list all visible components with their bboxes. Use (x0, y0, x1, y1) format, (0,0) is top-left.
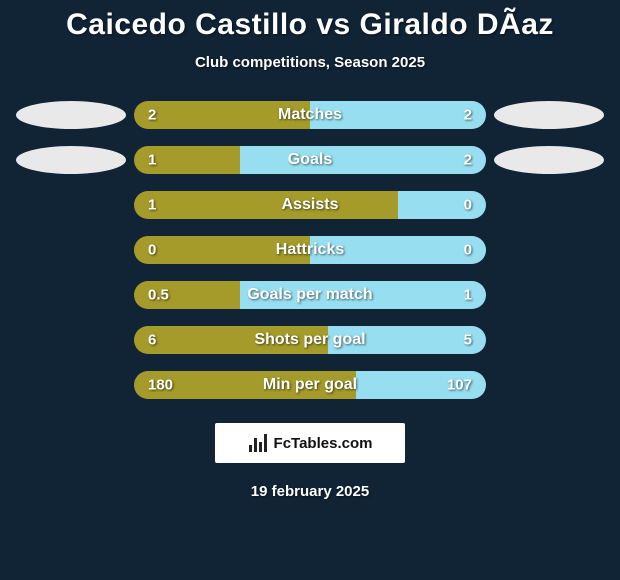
bar-segment-left (134, 191, 398, 219)
branding-badge: FcTables.com (215, 423, 405, 463)
player-right-ellipse (494, 101, 604, 129)
stat-value-left: 1 (148, 197, 156, 214)
page-title: Caicedo Castillo vs Giraldo DÃ­az (0, 8, 620, 42)
stat-value-right: 0 (464, 242, 472, 259)
subtitle: Club competitions, Season 2025 (0, 54, 620, 71)
stat-value-left: 0.5 (148, 287, 169, 304)
ellipse-spacer (16, 371, 126, 399)
ellipse-spacer (494, 281, 604, 309)
stat-bar: Min per goal 180 107 (134, 371, 486, 399)
stat-bar: Matches 2 2 (134, 101, 486, 129)
bar-segment-right (398, 191, 486, 219)
ellipse-spacer (494, 236, 604, 264)
stat-row: Hattricks 0 0 (0, 236, 620, 264)
ellipse-spacer (16, 236, 126, 264)
stat-label: Shots per goal (254, 331, 365, 349)
ellipse-spacer (16, 326, 126, 354)
chart-icon (248, 434, 268, 452)
stat-value-right: 2 (464, 107, 472, 124)
stat-label: Hattricks (276, 241, 344, 259)
stat-label: Assists (282, 196, 339, 214)
stat-row: Assists 1 0 (0, 191, 620, 219)
ellipse-spacer (16, 191, 126, 219)
ellipse-spacer (494, 326, 604, 354)
stat-value-right: 5 (464, 332, 472, 349)
date-text: 19 february 2025 (0, 483, 620, 500)
stat-bar: Goals per match 0.5 1 (134, 281, 486, 309)
stat-value-right: 1 (464, 287, 472, 304)
stat-value-left: 0 (148, 242, 156, 259)
stat-bar: Goals 1 2 (134, 146, 486, 174)
player-left-ellipse (16, 146, 126, 174)
ellipse-spacer (16, 281, 126, 309)
player-right-ellipse (494, 146, 604, 174)
stat-bar: Assists 1 0 (134, 191, 486, 219)
stat-value-left: 1 (148, 152, 156, 169)
player-left-ellipse (16, 101, 126, 129)
stat-row: Goals 1 2 (0, 146, 620, 174)
stat-value-left: 6 (148, 332, 156, 349)
stat-label: Goals per match (247, 286, 372, 304)
stat-rows: Matches 2 2 Goals 1 2 Assists 1 0 Hattricks 0 0 Goal… (0, 101, 620, 399)
stat-label: Matches (278, 106, 342, 124)
stat-bar: Shots per goal 6 5 (134, 326, 486, 354)
stat-row: Matches 2 2 (0, 101, 620, 129)
ellipse-spacer (494, 191, 604, 219)
stat-row: Min per goal 180 107 (0, 371, 620, 399)
stat-row: Shots per goal 6 5 (0, 326, 620, 354)
stat-value-right: 107 (447, 377, 472, 394)
comparison-infographic: Caicedo Castillo vs Giraldo DÃ­az Club c… (0, 0, 620, 580)
ellipse-spacer (494, 371, 604, 399)
stat-row: Goals per match 0.5 1 (0, 281, 620, 309)
stat-value-right: 0 (464, 197, 472, 214)
stat-value-right: 2 (464, 152, 472, 169)
stat-bar: Hattricks 0 0 (134, 236, 486, 264)
stat-label: Min per goal (263, 376, 357, 394)
stat-label: Goals (288, 151, 332, 169)
stat-value-left: 2 (148, 107, 156, 124)
branding-text: FcTables.com (274, 435, 373, 452)
bar-segment-right (240, 146, 486, 174)
stat-value-left: 180 (148, 377, 173, 394)
